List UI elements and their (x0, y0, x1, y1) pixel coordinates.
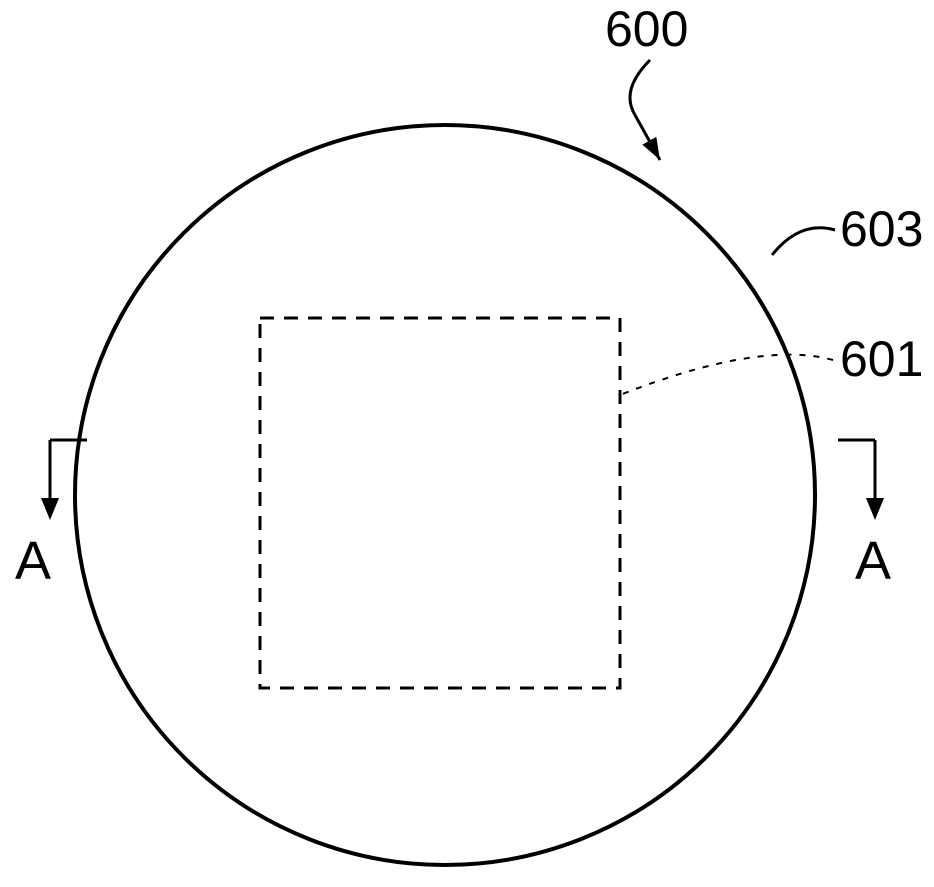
inner-square (260, 318, 620, 688)
leader-603 (772, 228, 835, 255)
label-601: 601 (840, 330, 923, 388)
leader-600-curve (630, 60, 650, 115)
section-arrow-left (41, 440, 87, 520)
label-A-right: A (855, 530, 891, 592)
label-603: 603 (840, 200, 923, 258)
outer-circle (75, 125, 815, 865)
section-arrow-right (838, 440, 884, 520)
diagram-stage: 600 603 601 A A (0, 0, 934, 887)
diagram-svg (0, 0, 934, 887)
label-A-left: A (15, 530, 51, 592)
label-600: 600 (605, 0, 688, 58)
leader-600-arrow (635, 115, 660, 160)
